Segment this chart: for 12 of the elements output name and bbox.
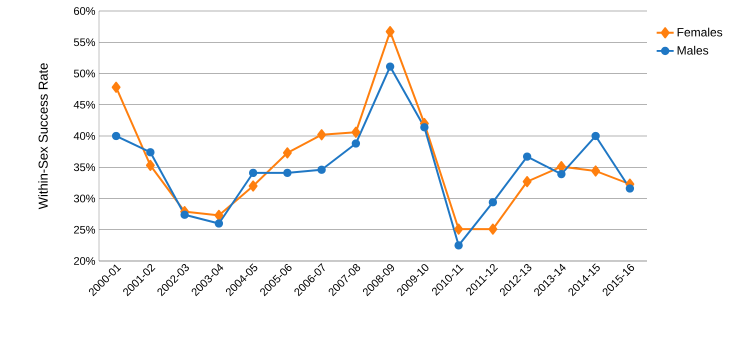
legend-label: Females: [678, 28, 722, 37]
y-tick-label: 60%: [74, 7, 96, 15]
y-tick-label: 30%: [74, 194, 96, 202]
y-tick-label: 45%: [74, 100, 96, 109]
y-axis-title: Within-Sex Success Rate: [38, 63, 48, 210]
y-tick-label: 25%: [74, 226, 96, 234]
y-tick-label: 20%: [74, 257, 96, 265]
y-tick-label: 40%: [74, 132, 96, 140]
y-tick-label: 55%: [74, 38, 96, 46]
y-tick-label: 35%: [74, 163, 96, 172]
y-tick-label: 50%: [74, 70, 96, 78]
legend-label: Males: [678, 46, 708, 55]
